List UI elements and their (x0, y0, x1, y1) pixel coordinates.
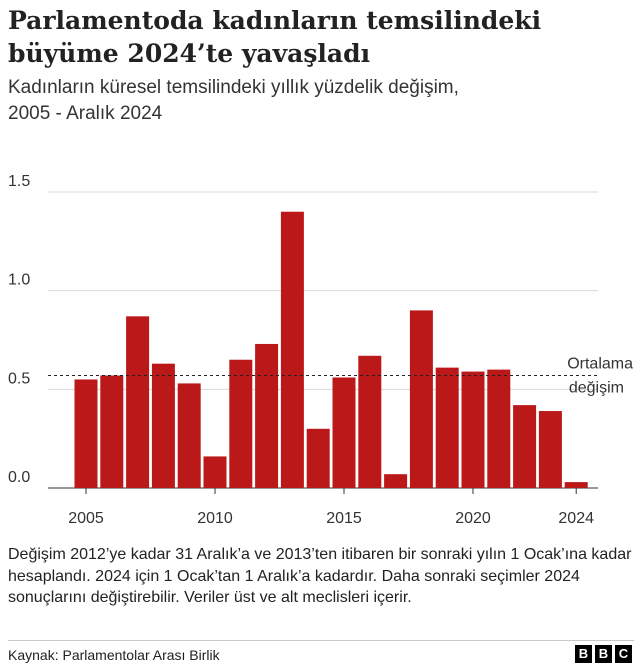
bar (538, 411, 562, 488)
source-label: Kaynak: Parlamentolar Arası Birlik (8, 647, 220, 663)
bar (384, 474, 408, 488)
bar (177, 383, 201, 488)
bbc-logo: B B C (575, 645, 632, 663)
average-label: değişim (569, 380, 624, 397)
chart-title: Parlamentoda kadınların temsilindeki büy… (8, 6, 542, 68)
footer-divider (8, 640, 634, 641)
x-tick-label: 2024 (558, 510, 594, 527)
bar (126, 316, 150, 488)
bbc-logo-letter: B (575, 645, 592, 663)
y-tick-label: 1.0 (8, 272, 30, 289)
bar (74, 379, 98, 488)
average-label: Ortalama (567, 356, 633, 373)
bar (332, 377, 356, 488)
bar (487, 369, 511, 488)
bar (358, 355, 382, 488)
chart-note: Değişim 2012’ye kadar 31 Aralık’a ve 201… (8, 546, 632, 606)
bar (203, 456, 227, 488)
x-tick-label: 2015 (326, 510, 362, 527)
bar (255, 343, 279, 488)
bar (409, 310, 433, 488)
bbc-logo-letter: C (615, 645, 632, 663)
bar (513, 405, 537, 488)
bar (151, 363, 175, 488)
bar (564, 482, 588, 488)
bar (280, 211, 304, 488)
x-tick-label: 2010 (197, 510, 233, 527)
chart-subtitle: Kadınların küresel temsilindeki yıllık y… (8, 77, 459, 124)
bar (435, 367, 459, 488)
y-tick-label: 1.5 (8, 173, 30, 190)
bar (100, 375, 124, 488)
y-tick-label: 0.5 (8, 370, 30, 387)
bar (461, 371, 485, 488)
y-tick-label: 0.0 (8, 469, 30, 486)
bar (229, 359, 253, 488)
x-tick-label: 2005 (68, 510, 104, 527)
bar-chart: 0.0 0.5 1.0 1.5 2005 2010 2015 2020 2024 Ortalama… (8, 173, 633, 527)
bar (306, 428, 330, 488)
bbc-logo-letter: B (595, 645, 612, 663)
x-tick-label: 2020 (455, 510, 491, 527)
